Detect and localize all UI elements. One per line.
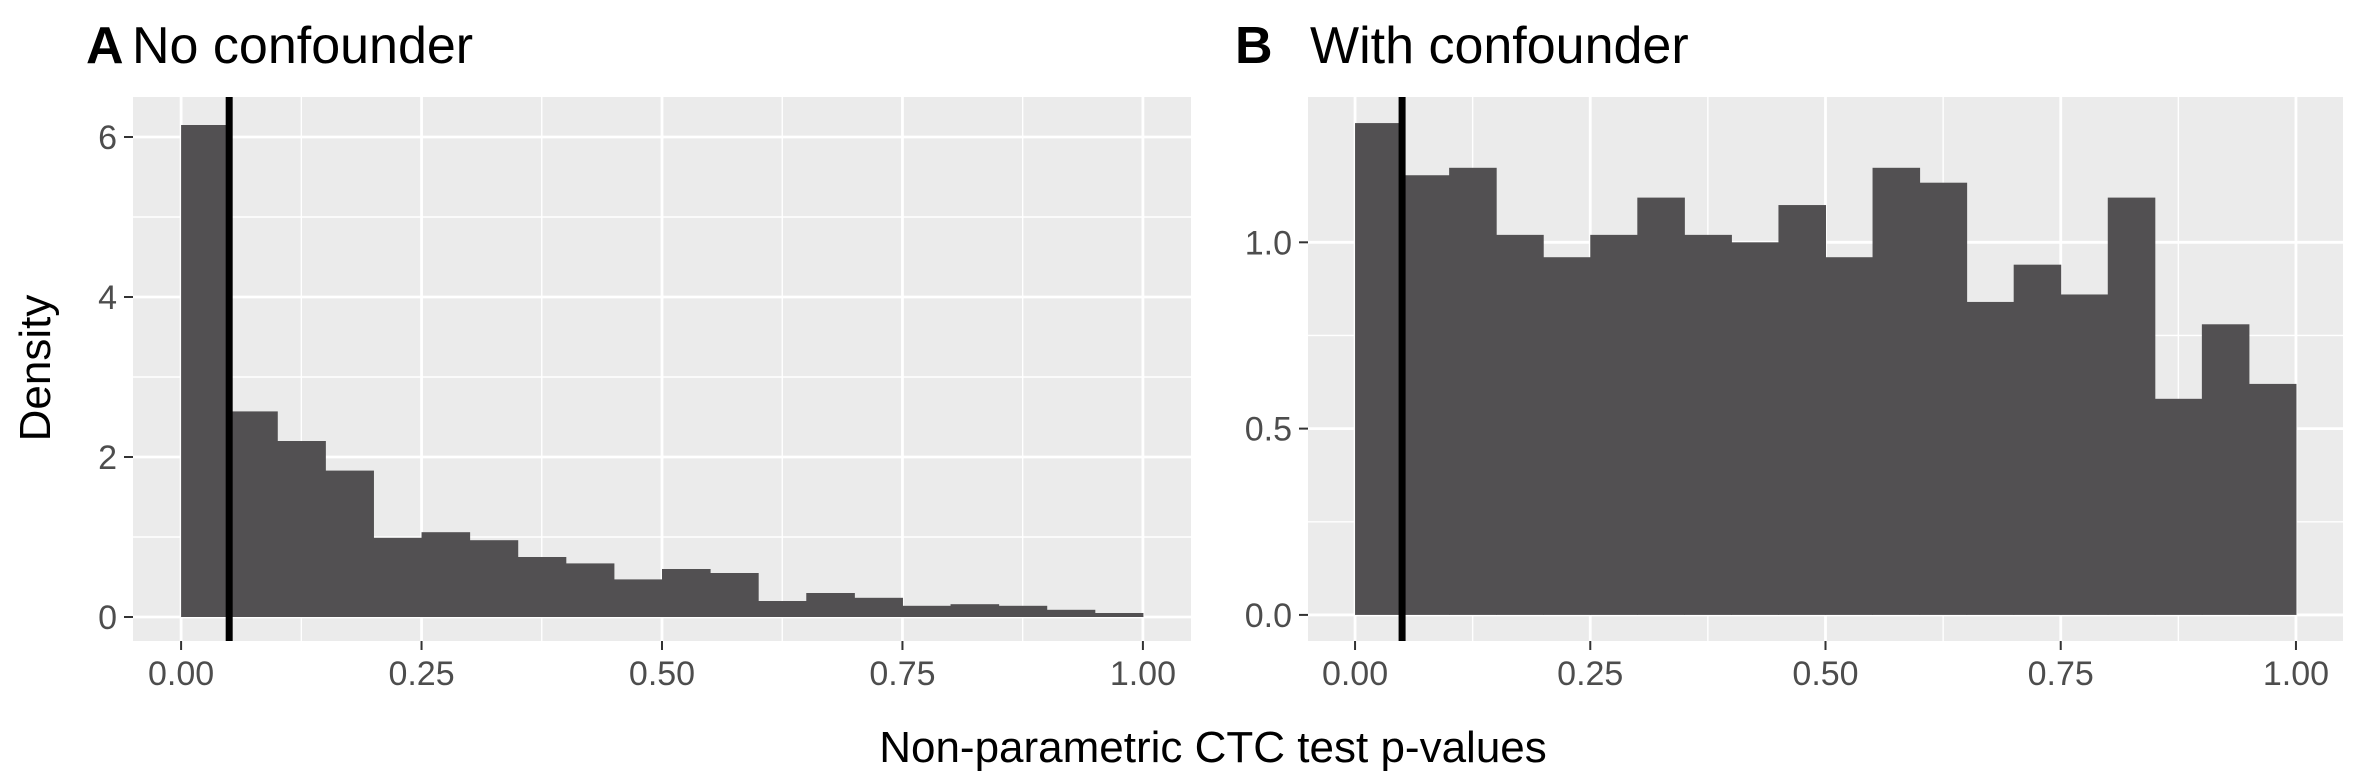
panel-b-histogram-bar	[1449, 167, 1497, 615]
panel-a-histogram-bar	[662, 569, 711, 617]
panel-a-histogram-bar	[277, 441, 326, 617]
panel-b-histogram-bar	[1778, 205, 1826, 615]
panel-a-histogram-bar	[421, 532, 471, 617]
panel-a-histogram-bar	[469, 540, 519, 617]
panel-b-axes: 0.00 0.25 0.50 0.75 1.00 0.0 0.5 1.0	[1245, 224, 2329, 693]
panel-b-histogram-bar	[1637, 197, 1685, 615]
panel-b-histogram-bar	[2154, 398, 2203, 615]
panel-a-histogram-bar	[565, 563, 615, 617]
panel-b-histogram-bar	[1402, 175, 1450, 615]
panel-a-histogram-bar	[325, 470, 374, 617]
panel-a-histogram-bar	[1094, 613, 1144, 617]
panel-b-histogram-bar	[1825, 257, 1874, 615]
panel-a-histogram-bar	[229, 411, 278, 617]
panel-a-histogram-bar	[998, 605, 1048, 617]
panel-a-y-tick-label: 2	[98, 439, 117, 477]
panel-a: A No confounder 0.00 0.25 0.50 0.75 1.00 0 2 4 6	[86, 17, 1191, 693]
panel-a-histogram-bar	[950, 604, 1000, 617]
panel-a-histogram-bar	[806, 593, 855, 617]
panel-b-bars	[1355, 123, 2297, 615]
panel-b-x-tick-label: 1.00	[2263, 655, 2329, 693]
panel-b-x-tick-label: 0.50	[1792, 655, 1858, 693]
panel-b: B With confounder 0.00 0.25 0.50 0.75 1.000.…	[1235, 17, 2343, 693]
panel-b-histogram-bar	[1872, 167, 1921, 615]
panel-a-y-tick-label: 6	[98, 119, 117, 157]
panel-a-histogram-bar	[181, 125, 230, 617]
panel-b-tag: B	[1235, 17, 1273, 75]
panel-b-histogram-bar	[2013, 264, 2062, 615]
panel-b-histogram-bar	[2248, 383, 2297, 615]
panel-b-y-tick-label: 0.0	[1245, 597, 1292, 635]
panel-a-histogram-bar	[517, 557, 567, 617]
panel-a-x-tick-label: 0.25	[388, 655, 454, 693]
panel-b-y-tick-label: 0.5	[1245, 411, 1292, 449]
panel-b-title: With confounder	[1310, 17, 1689, 75]
panel-b-histogram-bar	[1543, 257, 1591, 615]
panel-b-histogram-bar	[2060, 294, 2109, 615]
panel-a-histogram-bar	[613, 579, 663, 617]
x-axis-title: Non-parametric CTC test p-values	[879, 723, 1547, 772]
panel-b-x-tick-label: 0.25	[1557, 655, 1623, 693]
panel-a-histogram-bar	[1046, 609, 1096, 617]
panel-a-x-tick-label: 0.00	[148, 655, 214, 693]
panel-b-histogram-bar	[2107, 197, 2156, 615]
panel-a-x-tick-label: 0.50	[629, 655, 695, 693]
panel-a-title: No confounder	[132, 17, 473, 75]
panel-b-histogram-bar	[2201, 324, 2250, 615]
panel-b-histogram-bar	[1355, 123, 1403, 615]
panel-a-histogram-bar	[373, 537, 423, 617]
panel-a-histogram-bar	[710, 573, 759, 617]
panel-a-x-tick-label: 1.00	[1110, 655, 1176, 693]
panel-b-histogram-bar	[1496, 234, 1544, 615]
y-axis-title: Density	[11, 295, 60, 442]
panel-b-histogram-bar	[1966, 301, 2015, 615]
panel-b-histogram-bar	[1731, 242, 1779, 615]
panel-a-bars	[181, 125, 1144, 617]
panel-b-histogram-bar	[1590, 234, 1638, 615]
panel-a-histogram-bar	[758, 601, 807, 617]
panel-a-histogram-bar	[854, 597, 903, 617]
panel-b-x-tick-label: 0.00	[1322, 655, 1388, 693]
panel-a-x-tick-label: 0.75	[869, 655, 935, 693]
panel-a-y-tick-label: 0	[98, 599, 117, 637]
panel-a-tag: A	[86, 17, 124, 75]
panel-b-histogram-bar	[1684, 234, 1732, 615]
panel-b-x-tick-label: 0.75	[2028, 655, 2094, 693]
panel-b-y-tick-label: 1.0	[1245, 224, 1292, 262]
panel-a-axes: 0.00 0.25 0.50 0.75 1.00 0 2 4 6	[98, 119, 1176, 693]
panel-a-y-tick-label: 4	[98, 279, 117, 317]
panel-b-histogram-bar	[1919, 182, 1968, 615]
panel-a-histogram-bar	[902, 605, 952, 617]
